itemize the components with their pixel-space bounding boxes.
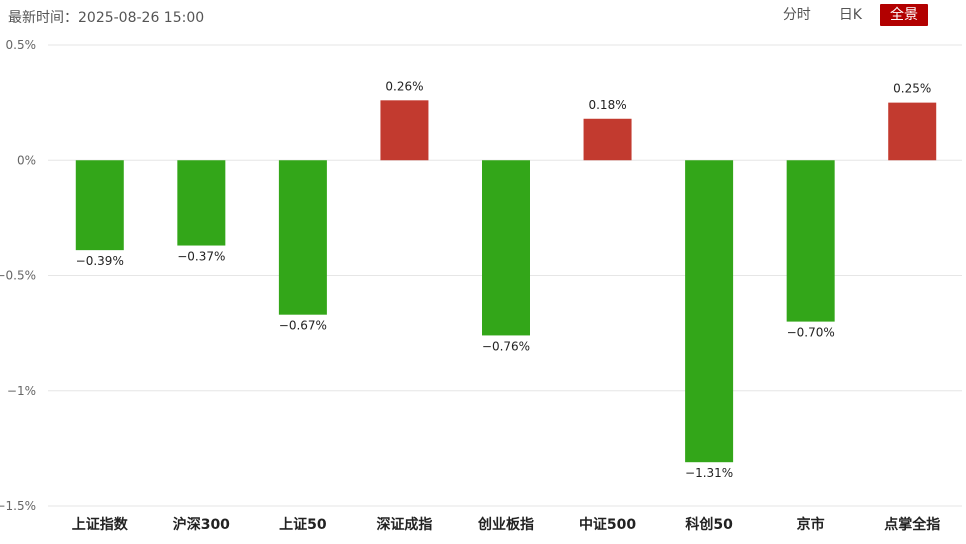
y-tick-label: −1.5% (0, 499, 36, 513)
x-tick-label: 上证指数 (72, 516, 129, 533)
bar (278, 160, 327, 315)
y-tick-label: −1% (7, 384, 36, 398)
bar (482, 160, 530, 336)
data-label: 0.26% (385, 79, 423, 93)
bar (75, 160, 124, 251)
data-label: 0.25% (893, 82, 931, 96)
bar (685, 160, 734, 463)
y-tick-label: −0.5% (0, 269, 36, 283)
data-label: 0.18% (588, 98, 626, 112)
update-time-value: 2025-08-26 15:00 (78, 10, 205, 26)
bar (380, 100, 429, 161)
y-tick-label: 0% (17, 153, 36, 167)
bar (583, 118, 632, 161)
x-tick-label: 科创50 (685, 516, 733, 533)
data-label: −0.76% (482, 339, 530, 353)
tab-intraday[interactable]: 分时 (782, 7, 811, 23)
bar (786, 160, 835, 322)
data-label: −0.39% (76, 254, 124, 268)
data-label: −0.37% (177, 250, 225, 264)
chart-canvas: 0.5% 0% −0.5% −1% −1.5% −0.39% 上证指数 −0.37% 沪深300… (0, 38, 962, 533)
tab-daily-k[interactable]: 日K (838, 7, 862, 23)
bar (888, 102, 937, 161)
update-time-label: 最新时间： (8, 10, 78, 26)
x-tick-label: 深证成指 (376, 516, 432, 533)
update-time: 最新时间：2025-08-26 15:00 (8, 7, 204, 27)
data-label: −0.67% (279, 319, 327, 333)
header: 最新时间：2025-08-26 15:00 分时 日K 全景 (0, 0, 966, 32)
x-tick-label: 京市 (797, 516, 825, 533)
bar (177, 160, 226, 246)
x-tick-label: 沪深300 (173, 516, 230, 533)
view-tabs: 分时 日K 全景 (765, 4, 928, 26)
index-change-chart: 0.5% 0% −0.5% −1% −1.5% −0.39% 上证指数 −0.37% 沪深300… (0, 32, 966, 544)
tab-overview[interactable]: 全景 (880, 4, 928, 26)
x-tick-label: 点掌全指 (884, 516, 940, 533)
y-tick-label: 0.5% (6, 38, 37, 52)
data-label: −0.70% (787, 326, 835, 340)
x-tick-label: 上证50 (279, 517, 327, 533)
data-label: −1.31% (685, 466, 733, 480)
x-tick-label: 中证500 (579, 516, 636, 533)
x-tick-label: 创业板指 (477, 516, 534, 533)
